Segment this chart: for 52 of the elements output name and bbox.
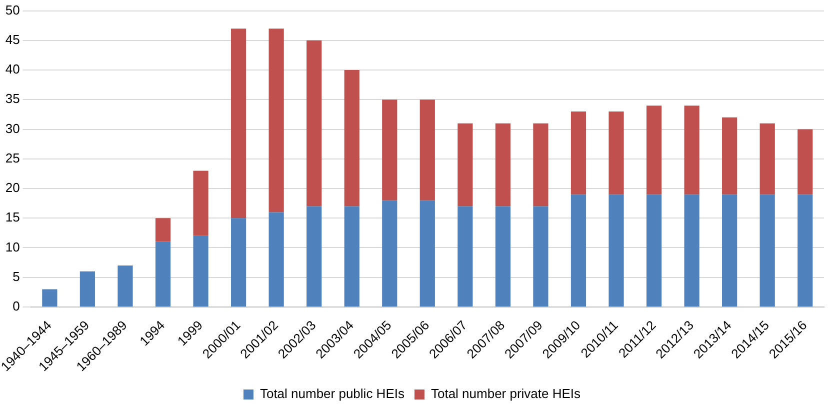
bar xyxy=(193,170,208,236)
bar xyxy=(42,289,58,306)
y-tick-label: 40 xyxy=(5,62,20,77)
bar xyxy=(155,242,171,306)
y-tick-label: 45 xyxy=(5,32,20,47)
bar xyxy=(458,206,473,306)
bar xyxy=(798,194,813,306)
bar xyxy=(193,236,208,306)
y-tick-label: 20 xyxy=(5,180,20,196)
bar xyxy=(760,194,775,306)
y-tick-label: 25 xyxy=(5,150,20,166)
bar xyxy=(533,206,548,306)
bar xyxy=(722,194,738,306)
bar xyxy=(306,206,322,306)
bar xyxy=(684,194,700,306)
bar xyxy=(80,271,96,306)
bar xyxy=(646,106,662,194)
bar xyxy=(760,123,775,194)
bar xyxy=(495,206,510,306)
bar xyxy=(382,100,398,200)
y-tick-label: 5 xyxy=(12,268,20,284)
bar xyxy=(344,206,360,306)
bar xyxy=(798,129,813,194)
legend-label: Total number public HEIs xyxy=(260,386,405,402)
bar xyxy=(684,106,700,194)
bar xyxy=(268,212,284,306)
bar xyxy=(570,111,586,194)
bar xyxy=(608,111,624,194)
y-tick-label: 35 xyxy=(5,91,20,106)
bar xyxy=(646,194,662,306)
bar xyxy=(382,200,398,306)
bar xyxy=(420,200,435,306)
bar xyxy=(230,28,246,218)
bar xyxy=(155,218,171,242)
bar xyxy=(495,123,510,206)
y-tick-label: 10 xyxy=(5,239,20,254)
bar xyxy=(722,117,738,194)
bar xyxy=(420,100,435,200)
y-tick-label: 50 xyxy=(5,2,20,18)
legend-label: Total number private HEIs xyxy=(430,386,582,402)
bar xyxy=(306,40,322,206)
bar xyxy=(118,265,133,306)
y-tick-label: 15 xyxy=(5,210,20,225)
bar xyxy=(533,123,548,206)
bar xyxy=(230,218,246,306)
bar xyxy=(458,123,473,206)
bar xyxy=(268,28,284,212)
y-tick-label: 0 xyxy=(12,298,20,314)
y-tick-label: 30 xyxy=(5,120,20,136)
bar xyxy=(344,70,360,206)
bar xyxy=(608,194,624,306)
bar xyxy=(570,194,586,306)
